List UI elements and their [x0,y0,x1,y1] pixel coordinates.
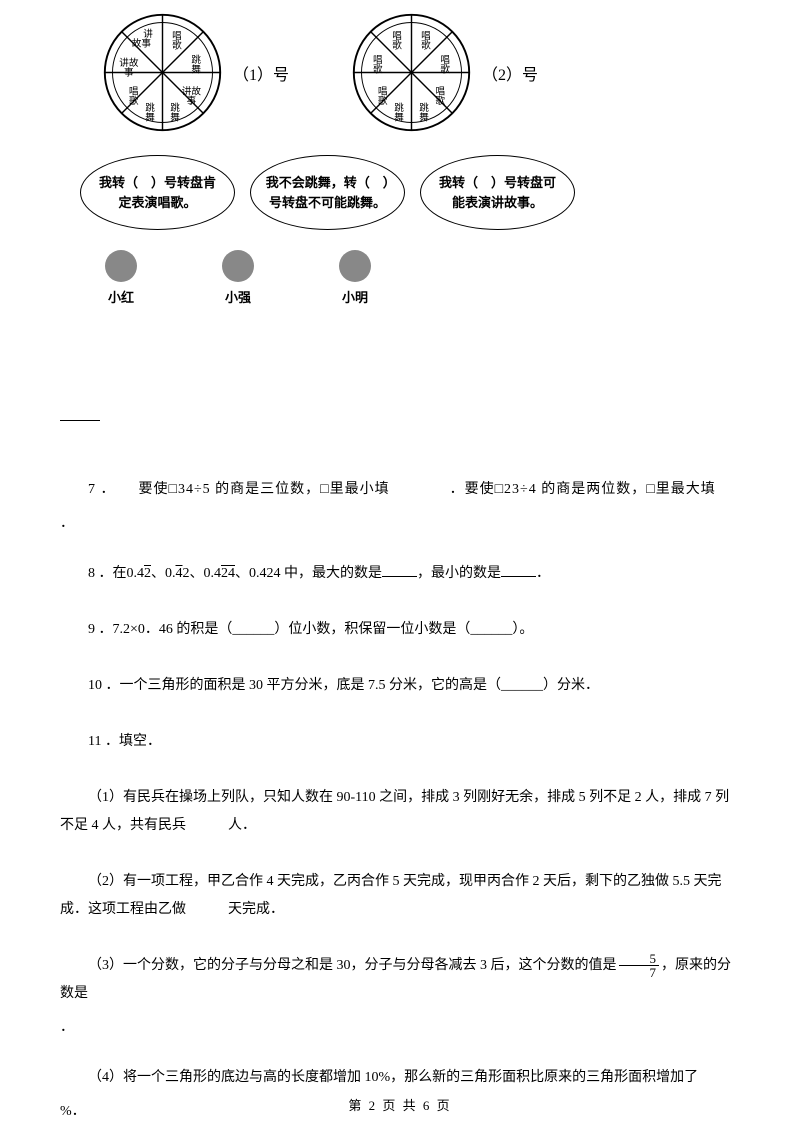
svg-text:歌: 歌 [172,39,182,51]
q8-prefix: 8 ．在 [88,566,127,581]
character-3: 小明 [339,250,371,306]
character-2: 小强 [222,250,254,306]
question-11-title: 11 ．填空． [60,728,740,756]
fraction-num: 5 [619,952,660,966]
page-footer: 第 2 页 共 6 页 [0,1095,800,1114]
q11-1-text: （1）有民兵在操场上列队，只知人数在 90‐110 之间，排成 3 列刚好无余，… [60,784,740,840]
fraction-den: 7 [619,966,660,979]
bubble-1: 我转（ ）号转盘肯定表演唱歌。 [80,155,235,245]
q7-text: 7 ． 要使□34÷5 的商是三位数，□里最小填 ．要使□23÷4 的商是两位数… [88,482,716,497]
q11-2-text: （2）有一项工程，甲乙合作 4 天完成，乙丙合作 5 天完成，现甲丙合作 2 天… [60,868,740,924]
character-1-name: 小红 [108,287,134,306]
spinner-1-group: 唱 歌 讲 故事 跳 舞 讲故 事 讲故 事 唱 歌 跳 舞 跳 舞 （1）号 [100,10,289,135]
q8-mid: 中，最大的数是 [284,566,382,581]
spinner-1: 唱 歌 讲 故事 跳 舞 讲故 事 讲故 事 唱 歌 跳 舞 跳 舞 [100,10,225,135]
svg-text:舞: 舞 [170,113,180,124]
bubble-2-text: 我不会跳舞，转（ ）号转盘不可能跳舞。 [250,155,405,230]
character-2-icon [222,250,254,282]
q11-4-text: （4）将一个三角形的底边与高的长度都增加 10%，那么新的三角形面积比原来的三角… [60,1064,698,1092]
question-11-1: （1）有民兵在操场上列队，只知人数在 90‐110 之间，排成 3 列刚好无余，… [60,784,740,840]
spinner-row: 唱 歌 讲 故事 跳 舞 讲故 事 讲故 事 唱 歌 跳 舞 跳 舞 （1）号 [60,10,740,135]
svg-text:事: 事 [124,66,134,78]
svg-text:舞: 舞 [145,113,155,124]
bubble-3: 我转（ ）号转盘可能表演讲故事。 [420,155,575,245]
blank [382,563,417,577]
q11-3-prefix: （3）一个分数，它的分子与分母之和是 30，分子与分母各减去 3 后，这个分数的… [88,958,617,973]
svg-text:歌: 歌 [421,39,431,51]
svg-text:歌: 歌 [373,64,383,76]
fraction-5-7: 57 [619,952,660,979]
character-row: 小红 小强 小明 [60,250,740,306]
character-1-icon [105,250,137,282]
bubble-3-text: 我转（ ）号转盘可能表演讲故事。 [420,155,575,230]
question-11-2: （2）有一项工程，甲乙合作 4 天完成，乙丙合作 5 天完成，现甲丙合作 2 天… [60,868,740,924]
svg-text:舞: 舞 [191,65,201,76]
svg-text:歌: 歌 [440,64,450,76]
spinner-2: 唱 歌 唱 歌 唱 歌 唱 歌 唱 歌 唱 歌 跳 舞 跳 舞 [349,10,474,135]
svg-text:故事: 故事 [132,38,152,50]
q8-mid2: ，最小的数是 [417,566,501,581]
question-8: 8 ．在0.42、0.42、0.424、0.424 中，最大的数是 ，最小的数是 ． [60,560,740,588]
q11-3-end: ． [60,1016,740,1036]
spinner-1-label: （1）号 [233,61,289,85]
bubble-2: 我不会跳舞，转（ ）号转盘不可能跳舞。 [250,155,405,245]
q8-end: ． [536,566,550,581]
svg-text:事: 事 [187,95,197,107]
blank-line [60,410,740,426]
q7-end: ． [60,512,740,532]
svg-text:舞: 舞 [419,113,429,124]
bubble-row: 我转（ ）号转盘肯定表演唱歌。 我不会跳舞，转（ ）号转盘不可能跳舞。 我转（ … [60,155,740,245]
question-10: 10 ．一个三角形的面积是 30 平方分米，底是 7.5 分米，它的高是（___… [60,672,740,700]
character-2-name: 小强 [225,287,251,306]
question-11-4: （4）将一个三角形的底边与高的长度都增加 10%，那么新的三角形面积比原来的三角… [60,1064,740,1092]
spinner-2-label: （2）号 [482,61,538,85]
problem-image-section: 唱 歌 讲 故事 跳 舞 讲故 事 讲故 事 唱 歌 跳 舞 跳 舞 （1）号 [60,10,740,390]
spinner-2-group: 唱 歌 唱 歌 唱 歌 唱 歌 唱 歌 唱 歌 跳 舞 跳 舞 （2）号 [349,10,538,135]
question-9: 9 ．7.2×0．46 的积是（______）位小数，积保留一位小数是（____… [60,616,740,644]
svg-text:歌: 歌 [436,95,446,107]
question-7: 7 ． 要使□34÷5 的商是三位数，□里最小填 ．要使□23÷4 的商是两位数… [60,476,740,504]
q8-nums: 0.42、0.42、0.424、0.424 [127,566,285,581]
svg-text:歌: 歌 [392,39,402,51]
character-3-icon [339,250,371,282]
blank [501,563,536,577]
character-1: 小红 [105,250,137,306]
svg-text:歌: 歌 [378,95,388,107]
question-11-3: （3）一个分数，它的分子与分母之和是 30，分子与分母各减去 3 后，这个分数的… [60,952,740,1008]
bubble-1-text: 我转（ ）号转盘肯定表演唱歌。 [80,155,235,230]
svg-text:舞: 舞 [394,113,404,124]
character-3-name: 小明 [342,287,368,306]
svg-text:歌: 歌 [129,95,139,107]
